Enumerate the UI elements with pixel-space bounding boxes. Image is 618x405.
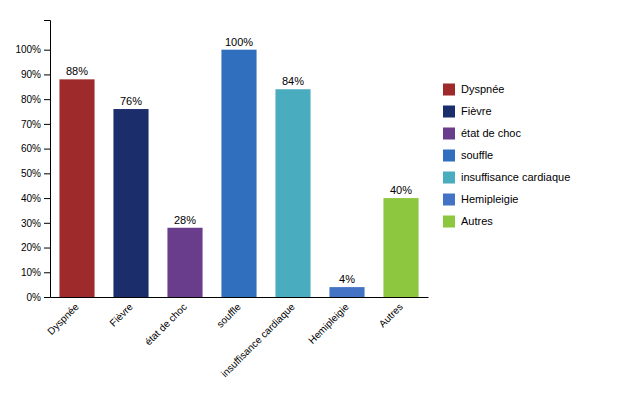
- y-tick: 100%: [15, 44, 50, 55]
- legend-swatch: [443, 194, 455, 206]
- tick-label: Dyspnée: [45, 301, 81, 337]
- y-tick: 20%: [21, 242, 50, 253]
- plot-area: 0% 10% 20% 30% 40% 50% 60% 70% 80% 90% 100% Dyspnée…: [15, 21, 428, 380]
- legend-swatch: [443, 150, 455, 162]
- legend-swatch: [443, 216, 455, 228]
- x-tick: Hemipleigie: [306, 301, 351, 346]
- chart: 0% 10% 20% 30% 40% 50% 60% 70% 80% 90% 100% Dyspnée…: [0, 0, 618, 405]
- legend-swatch: [443, 84, 455, 96]
- tick-label: 70%: [21, 119, 41, 130]
- y-tick: 70%: [21, 119, 50, 130]
- tick-label: insuffisance cardiaque: [219, 301, 297, 379]
- y-tick: 80%: [21, 94, 50, 105]
- bar: [59, 79, 94, 297]
- y-tick: 50%: [21, 168, 50, 179]
- bar: [167, 228, 202, 297]
- x-tick: Autres: [377, 301, 405, 329]
- bar: [329, 287, 364, 297]
- legend-item: Autres: [443, 215, 493, 227]
- legend-item: Hemipleigie: [443, 193, 518, 205]
- legend-label: insuffisance cardiaque: [461, 171, 570, 183]
- legend-label: état de choc: [461, 127, 521, 139]
- data-label: 4%: [339, 273, 355, 285]
- tick-label: 100%: [15, 44, 41, 55]
- tick-mark: [44, 74, 50, 75]
- tick-label: souffle: [214, 301, 243, 330]
- data-label: 88%: [66, 65, 88, 77]
- axis-domain: [44, 21, 51, 298]
- y-tick: 40%: [21, 193, 50, 204]
- data-labels: 88% 76% 28% 100% 84% 4% 40%: [66, 36, 412, 285]
- tick-label: Fièvre: [107, 301, 135, 329]
- data-label: 84%: [282, 75, 304, 87]
- bar: [113, 109, 148, 297]
- legend-swatch: [443, 172, 455, 184]
- tick-label: 40%: [21, 193, 41, 204]
- y-tick: 60%: [21, 143, 50, 154]
- y-tick: 10%: [21, 267, 50, 278]
- legend-item: état de choc: [443, 127, 521, 139]
- legend: Dyspnée Fièvre état de choc souffle insuffis…: [443, 83, 570, 227]
- tick-mark: [44, 223, 50, 224]
- legend-label: Dyspnée: [461, 83, 504, 95]
- bars: [59, 50, 418, 297]
- legend-label: Hemipleigie: [461, 193, 518, 205]
- tick-label: 80%: [21, 94, 41, 105]
- data-label: 28%: [174, 214, 196, 226]
- tick-label: 0%: [27, 292, 42, 303]
- x-tick: souffle: [214, 301, 243, 330]
- y-tick: 90%: [21, 69, 50, 80]
- x-tick: insuffisance cardiaque: [219, 301, 297, 379]
- bar: [275, 89, 310, 297]
- legend-label: souffle: [461, 149, 493, 161]
- tick-mark: [44, 149, 50, 150]
- y-tick: 30%: [21, 218, 50, 229]
- tick-label: 50%: [21, 168, 41, 179]
- legend-item: souffle: [443, 149, 493, 161]
- tick-mark: [44, 248, 50, 249]
- legend-label: Fièvre: [461, 105, 492, 117]
- axis-domain: [51, 297, 429, 298]
- x-tick: état de choc: [143, 301, 189, 347]
- data-label: 100%: [225, 36, 253, 48]
- tick-label: Hemipleigie: [306, 301, 351, 346]
- tick-label: 30%: [21, 218, 41, 229]
- y-tick: 0%: [27, 292, 50, 303]
- tick-mark: [44, 297, 50, 298]
- tick-mark: [44, 99, 50, 100]
- tick-mark: [44, 124, 50, 125]
- x-tick: Dyspnée: [45, 301, 81, 337]
- tick-mark: [44, 198, 50, 199]
- tick-mark: [44, 50, 50, 51]
- tick-label: état de choc: [143, 301, 189, 347]
- legend-item: insuffisance cardiaque: [443, 171, 570, 183]
- tick-mark: [44, 272, 50, 273]
- tick-label: Autres: [377, 301, 405, 329]
- tick-label: 10%: [21, 267, 41, 278]
- legend-item: Fièvre: [443, 105, 492, 117]
- tick-mark: [44, 173, 50, 174]
- bar: [383, 198, 418, 297]
- legend-item: Dyspnée: [443, 83, 504, 95]
- bar: [221, 50, 256, 297]
- x-tick: Fièvre: [107, 301, 135, 329]
- data-label: 76%: [120, 95, 142, 107]
- tick-label: 20%: [21, 242, 41, 253]
- y-axis: 0% 10% 20% 30% 40% 50% 60% 70% 80% 90% 100%: [15, 21, 50, 303]
- tick-label: 60%: [21, 143, 41, 154]
- legend-swatch: [443, 128, 455, 140]
- tick-label: 90%: [21, 69, 41, 80]
- legend-label: Autres: [461, 215, 493, 227]
- data-label: 40%: [390, 184, 412, 196]
- legend-swatch: [443, 106, 455, 118]
- x-axis: Dyspnée Fièvre état de choc souffleinsuffis…: [45, 298, 428, 380]
